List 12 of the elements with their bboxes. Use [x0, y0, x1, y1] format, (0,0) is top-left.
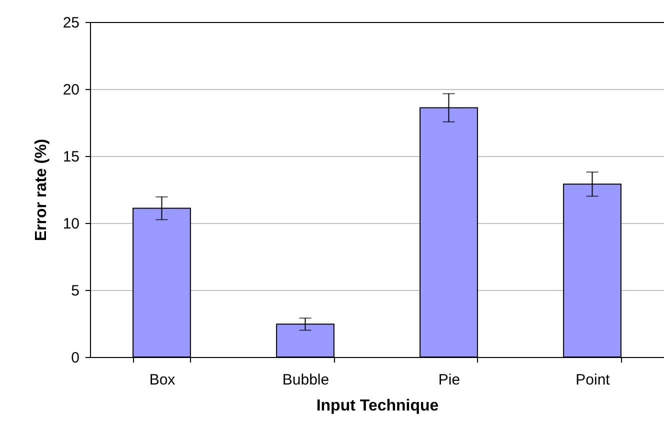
y-tick-label: 5	[71, 282, 80, 300]
y-tick-label: 0	[71, 350, 80, 366]
y-tick-label: 20	[62, 82, 80, 98]
y-axis-title: Error rate (%)	[32, 138, 50, 242]
y-tick-label: 10	[62, 216, 80, 232]
y-tick-label: 15	[62, 148, 80, 166]
x-tick-label: Bubble	[282, 372, 330, 388]
x-tick-label: Pie	[438, 372, 460, 388]
x-axis-title: Input Technique	[316, 398, 439, 414]
y-tick-label: 25	[62, 14, 80, 32]
x-tick-label: Box	[149, 372, 176, 388]
x-tick-label: Point	[576, 372, 611, 388]
